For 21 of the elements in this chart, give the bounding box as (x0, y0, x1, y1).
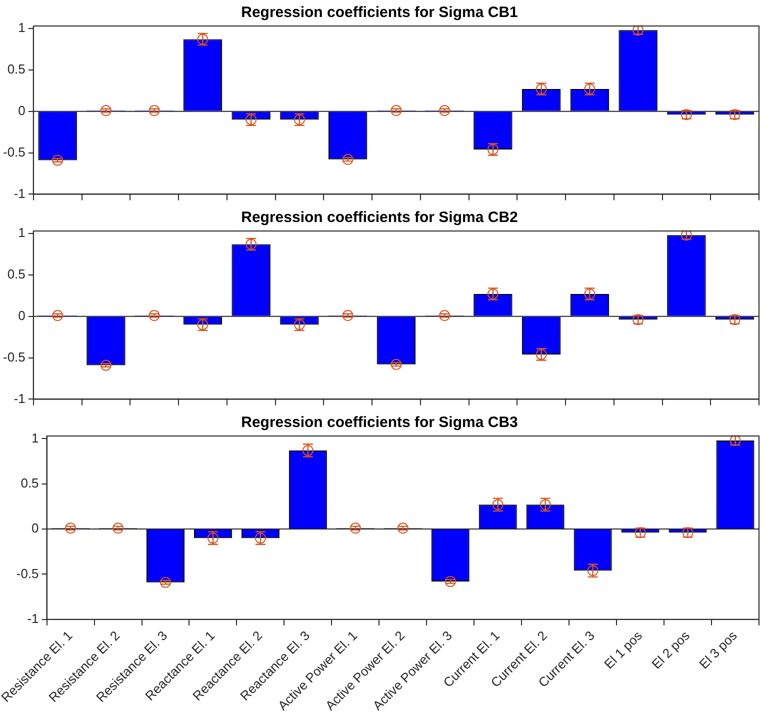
y-tick-label: 0 (32, 520, 39, 536)
y-tick-label: -0.5 (16, 566, 39, 581)
x-tick-label: El 1 pos (601, 628, 646, 672)
y-tick-label: 0.5 (7, 266, 26, 282)
y-tick-label: 1 (18, 225, 26, 240)
y-tick-label: -0.5 (2, 144, 26, 160)
chart-title: Regression coefficients for Sigma CB2 (241, 209, 518, 226)
chart-title: Regression coefficients for Sigma CB3 (241, 414, 518, 432)
y-tick-label: -1 (27, 610, 39, 626)
y-tick-label: 0 (18, 308, 26, 323)
x-tick-label: El 3 pos (696, 628, 740, 672)
y-tick-label: 1 (18, 20, 26, 36)
y-tick-label: -1 (14, 390, 26, 406)
y-tick-label: -0.5 (2, 349, 26, 364)
y-tick-label: 0 (18, 102, 26, 118)
x-tick-label: El 2 pos (648, 628, 693, 672)
y-tick-label: 0.5 (20, 475, 39, 490)
y-tick-label: 0.5 (7, 61, 26, 76)
y-tick-label: -1 (14, 186, 26, 201)
y-tick-label: 1 (32, 430, 39, 446)
chart-title: Regression coefficients for Sigma CB1 (241, 4, 518, 22)
